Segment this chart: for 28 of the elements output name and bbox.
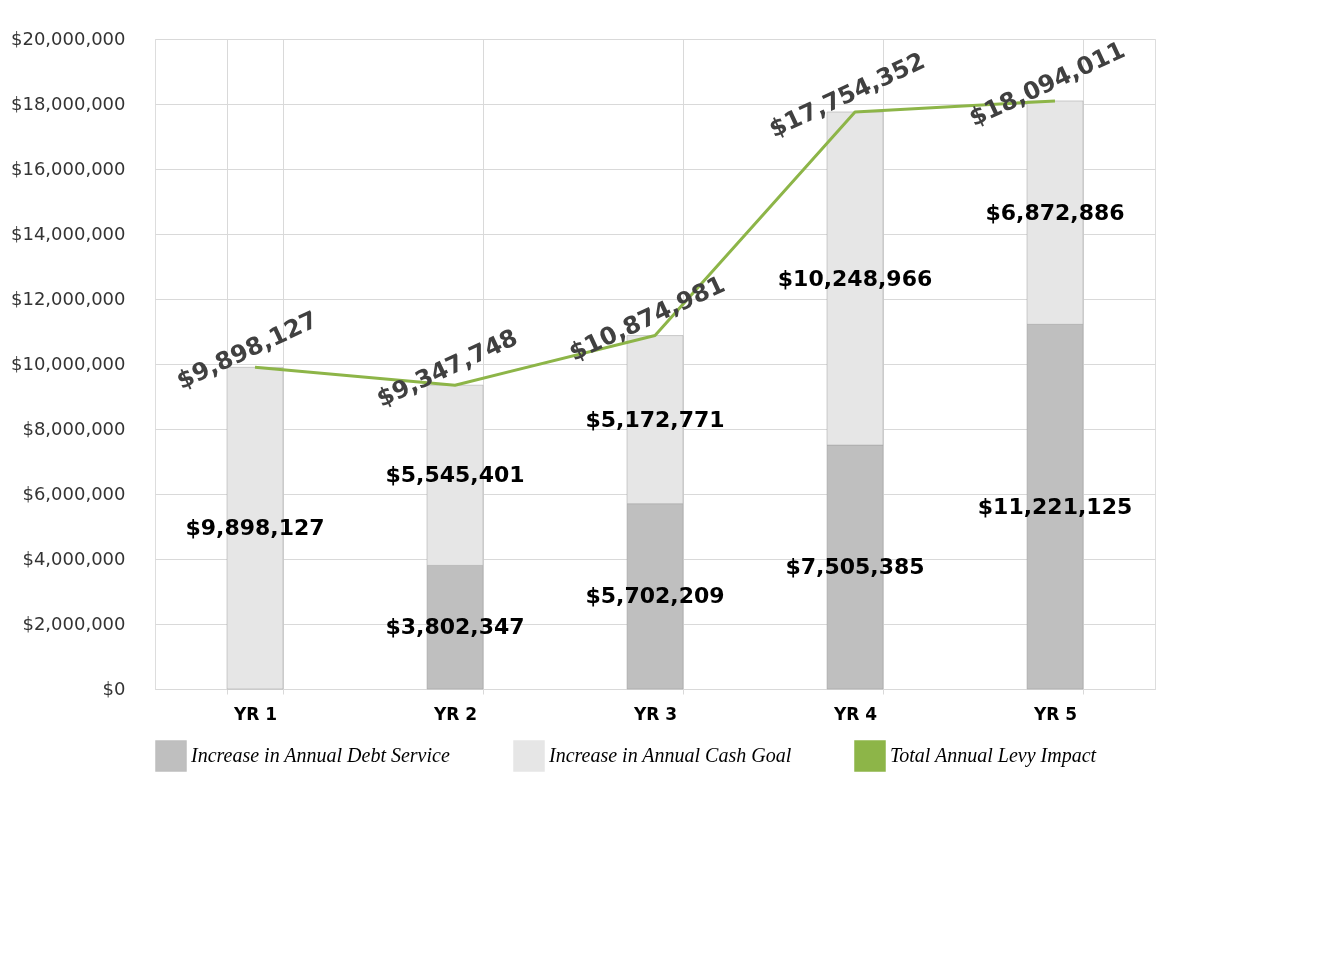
y-tick-label: $2,000,000 — [22, 612, 126, 634]
x-tick-label: YR 1 — [232, 703, 278, 724]
y-tick-label: $10,000,000 — [10, 352, 126, 374]
data-label: $5,702,209 — [585, 583, 725, 609]
legend-label: Increase in Annual Cash Goal — [548, 744, 792, 766]
x-tick-label: YR 2 — [432, 703, 478, 724]
y-tick-label: $18,000,000 — [10, 92, 126, 114]
data-label: $6,872,886 — [985, 199, 1125, 225]
y-tick-label: $12,000,000 — [10, 287, 126, 309]
data-label: $5,172,771 — [585, 406, 725, 432]
legend-label: Increase in Annual Debt Service — [190, 744, 450, 766]
x-tick-label: YR 4 — [832, 703, 878, 724]
y-tick-label: $14,000,000 — [10, 222, 126, 244]
data-label: $7,505,385 — [785, 554, 925, 580]
data-label: $9,898,127 — [185, 515, 325, 541]
y-tick-label: $8,000,000 — [22, 417, 126, 439]
y-tick-label: $4,000,000 — [22, 547, 126, 569]
data-label: $5,545,401 — [385, 462, 525, 488]
y-tick-label: $0 — [102, 677, 126, 699]
legend-label: Total Annual Levy Impact — [890, 744, 1097, 767]
x-tick-label: YR 3 — [632, 703, 678, 724]
y-tick-label: $20,000,000 — [10, 27, 126, 49]
y-tick-label: $16,000,000 — [10, 157, 126, 179]
data-label: $3,802,347 — [385, 614, 525, 640]
x-tick-label: YR 5 — [1032, 703, 1078, 724]
data-label: $11,221,125 — [977, 493, 1133, 519]
data-label: $10,248,966 — [777, 265, 933, 291]
y-tick-label: $6,000,000 — [22, 482, 126, 504]
